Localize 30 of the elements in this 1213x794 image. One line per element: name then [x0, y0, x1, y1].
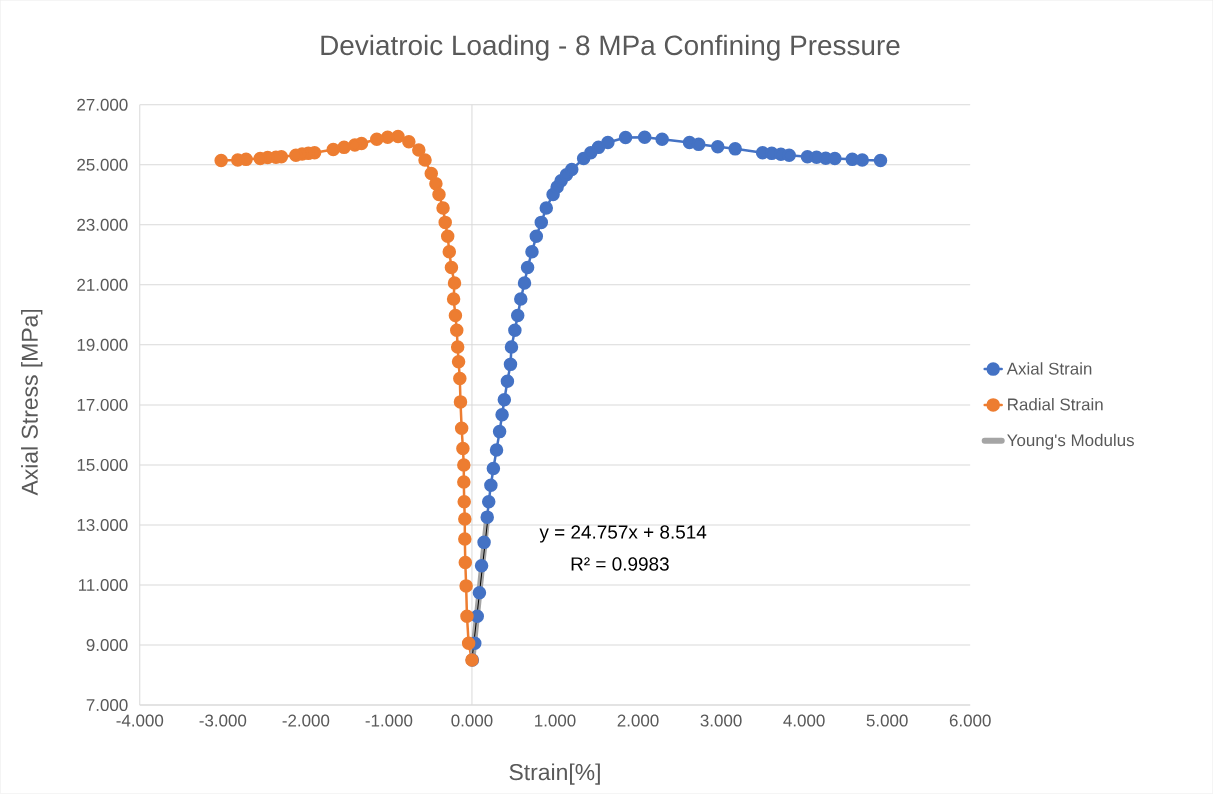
y-tick-label: 23.000: [77, 218, 128, 231]
legend-label: Radial Strain: [1008, 398, 1103, 411]
x-tick-label: 6.000: [949, 714, 991, 727]
x-tick-label: 2.000: [617, 714, 659, 727]
x-tick-label: -2.000: [282, 714, 330, 727]
x-tick-label: 0.000: [451, 714, 493, 727]
x-tick-label: 3.000: [700, 714, 742, 727]
x-tick-label: 5.000: [866, 714, 908, 727]
x-tick-label: 4.000: [783, 714, 825, 727]
x-tick-label: -3.000: [199, 714, 247, 727]
x-tick-label: 1.000: [535, 714, 576, 727]
annotation: R² = 0.9983: [571, 557, 669, 571]
y-tick-label: 21.000: [77, 278, 128, 291]
legend-label: Axial Strain: [1006, 362, 1092, 375]
y-axis-title: Axial Stress [MPa]: [21, 310, 43, 496]
y-tick-label: 17.000: [77, 399, 128, 411]
y-tick-label: 19.000: [77, 338, 128, 351]
x-tick-label: -1.000: [365, 714, 413, 727]
x-axis-title: Strain[%]: [509, 763, 600, 785]
y-tick-label: 25.000: [77, 158, 128, 171]
y-tick-label: 13.000: [77, 519, 128, 532]
legend-label: Young's Modulus: [1007, 433, 1134, 450]
y-tick-label: 7.000: [86, 699, 128, 712]
y-tick-label: 27.000: [77, 98, 128, 111]
y-tick-label: 9.000: [86, 639, 128, 652]
annotation: y = 24.757x + 8.514: [539, 525, 707, 543]
chart-title: Deviatroic Loading - 8 MPa Confining Pressure: [321, 34, 900, 61]
y-tick-label: 15.000: [77, 459, 128, 472]
x-tick-label: -4.000: [116, 714, 164, 727]
y-tick-label: 11.000: [78, 579, 128, 592]
